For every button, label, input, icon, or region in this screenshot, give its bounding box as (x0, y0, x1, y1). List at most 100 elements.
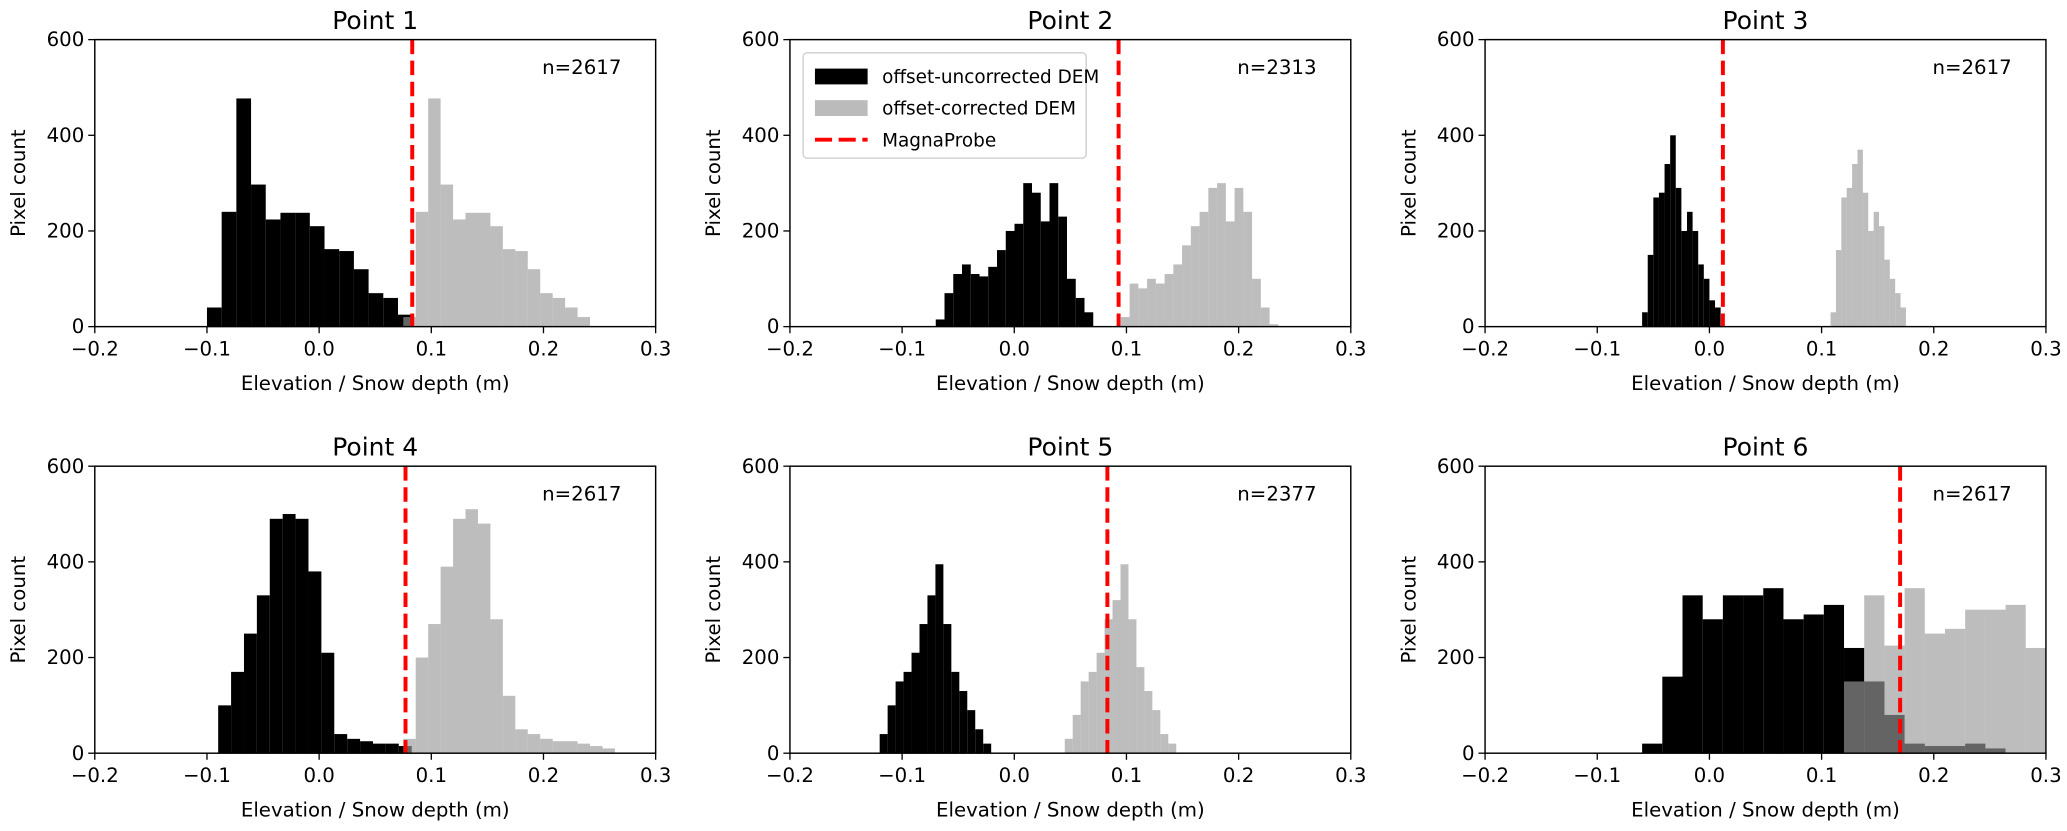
y-tick-label: 400 (1437, 550, 1475, 573)
n-label: n=2377 (1237, 482, 1316, 505)
y-tick-label: 0 (1462, 742, 1475, 765)
uncorrected-bar (321, 652, 335, 754)
axes-frame (94, 38, 657, 328)
corrected-bar (1868, 230, 1874, 327)
x-tick-label: −0.2 (71, 338, 119, 361)
uncorrected-bar (1653, 197, 1659, 327)
corrected-bar (415, 657, 429, 754)
corrected-bar (403, 317, 416, 327)
x-tick-label: 0.3 (1335, 338, 1366, 361)
uncorrected-bar (935, 319, 945, 327)
legend-box (802, 52, 1087, 159)
corrected-bar (453, 518, 466, 754)
axes-frame (94, 465, 657, 754)
x-tick-label: 0.0 (1694, 338, 1725, 361)
n-label: n=2617 (542, 56, 621, 79)
y-tick-label: 200 (1437, 646, 1475, 669)
x-axis-label: Elevation / Snow depth (m) (1631, 372, 1900, 395)
uncorrected-bar (295, 212, 310, 327)
x-tick-label: 0.2 (1918, 764, 1949, 787)
uncorrected-bar (1803, 614, 1824, 754)
n-label: n=2617 (542, 482, 621, 505)
corrected-bar (1873, 211, 1880, 327)
uncorrected-bar (1743, 595, 1764, 754)
plot-area (1642, 466, 2046, 754)
corrected-bar (1965, 609, 1986, 754)
uncorrected-bar (1040, 221, 1050, 327)
x-axis-label: Elevation / Snow depth (m) (936, 798, 1205, 821)
uncorrected-bar (970, 274, 980, 327)
uncorrected-bar (1715, 307, 1721, 327)
x-tick-label: 0.3 (640, 764, 671, 787)
corrected-bar (1147, 278, 1156, 327)
uncorrected-bar (895, 681, 904, 754)
corrected-bar (1129, 283, 1139, 327)
x-tick-label: 0.3 (2030, 338, 2061, 361)
x-tick-label: 0.1 (1806, 338, 1837, 361)
uncorrected-bar (280, 212, 296, 327)
panel-5: −0.2 −0.1 0.0 0.1 0.2 0.3 0 200 400 600 Point 5 Ele… (702, 433, 1366, 822)
y-tick-label: 400 (742, 550, 780, 573)
panel-title: Point 2 (1027, 6, 1113, 35)
uncorrected-bar (1783, 619, 1804, 754)
corrected-bar (577, 317, 591, 327)
corrected-bar (1128, 619, 1137, 754)
panel-4: −0.2 −0.1 0.0 0.1 0.2 0.3 0 200 400 600 Point 4 Ele… (7, 433, 671, 822)
x-tick-label: −0.1 (1573, 338, 1621, 361)
uncorrected-bar (1823, 604, 1845, 754)
corrected-bar (490, 619, 503, 754)
y-axis-label: Pixel count (702, 129, 725, 237)
x-axis-label: Elevation / Snow depth (m) (241, 372, 510, 395)
y-axis-label: Pixel count (7, 129, 30, 237)
corrected-bar (1862, 192, 1869, 327)
uncorrected-bar (309, 226, 325, 327)
y-tick-label: 600 (742, 28, 780, 51)
uncorrected-bar (879, 734, 888, 754)
corrected-bar (1900, 307, 1906, 327)
y-tick-label: 600 (1437, 28, 1475, 51)
uncorrected-bar (353, 269, 369, 327)
y-tick-label: 200 (1437, 220, 1475, 243)
uncorrected-bar (1049, 183, 1059, 327)
corrected-bar (1884, 259, 1890, 327)
corrected-bar (1199, 211, 1209, 327)
x-tick-label: 0.0 (303, 338, 334, 361)
corrected-bar (1096, 652, 1105, 754)
panel-title: Point 6 (1723, 433, 1809, 462)
uncorrected-bar (951, 671, 960, 754)
uncorrected-bar (967, 710, 976, 754)
uncorrected-bar (911, 652, 920, 754)
y-axis-label: Pixel count (7, 556, 30, 664)
y-tick-label: 0 (767, 315, 780, 338)
corrected-bar (1889, 278, 1896, 327)
uncorrected-bar (282, 514, 296, 754)
uncorrected-bar (935, 564, 944, 754)
corrected-bar (552, 297, 566, 327)
corrected-bar (1243, 211, 1253, 327)
x-tick-label: 0.3 (640, 338, 671, 361)
panel-2: −0.2 −0.1 0.0 0.1 0.2 0.3 0 200 400 600 Point 2 Ele… (702, 6, 1366, 395)
uncorrected-bar (339, 251, 354, 327)
x-tick-label: 0.1 (416, 764, 447, 787)
uncorrected-bar (251, 184, 266, 327)
x-tick-label: −0.1 (878, 764, 926, 787)
uncorrected-bar (218, 705, 232, 754)
x-tick-label: 0.1 (1111, 338, 1142, 361)
panel-1: −0.2 −0.1 0.0 0.1 0.2 0.3 0 200 400 600 Point 1 Ele… (7, 6, 671, 395)
uncorrected-bar (1686, 211, 1693, 327)
corrected-bar (1852, 163, 1858, 327)
x-tick-label: 0.0 (1694, 764, 1725, 787)
corrected-bar (1173, 264, 1183, 327)
x-tick-label: −0.2 (1461, 764, 1509, 787)
x-axis-label: Elevation / Snow depth (m) (1631, 798, 1900, 821)
corrected-bar (1190, 226, 1200, 327)
corrected-bar (1120, 317, 1130, 327)
corrected-bar (1182, 245, 1191, 327)
y-tick-label: 600 (47, 28, 85, 51)
uncorrected-bar (1005, 230, 1015, 327)
y-tick-label: 0 (767, 742, 780, 765)
x-tick-label: 0.2 (1223, 338, 1254, 361)
uncorrected-bar (943, 624, 952, 754)
uncorrected-bar (887, 705, 896, 754)
